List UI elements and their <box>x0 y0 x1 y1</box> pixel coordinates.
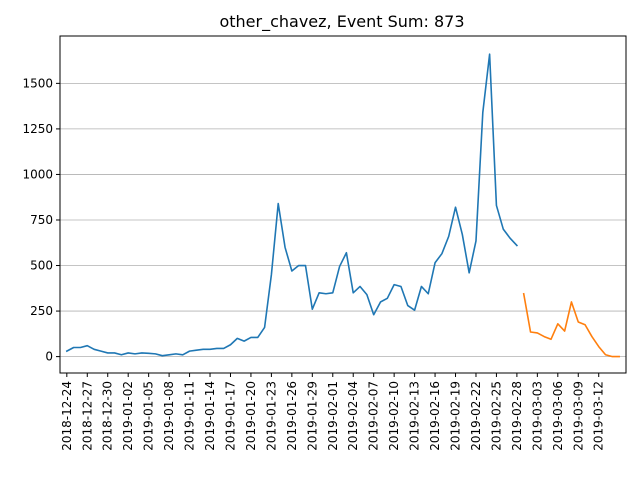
y-tick-label: 500 <box>30 259 53 273</box>
x-tick-label: 2019-02-16 <box>428 381 442 451</box>
x-tick-label: 2019-01-05 <box>142 381 156 451</box>
x-tick-label: 2019-02-07 <box>367 381 381 451</box>
x-tick-label: 2019-01-11 <box>183 381 197 451</box>
x-tick-label: 2019-01-08 <box>162 381 176 451</box>
x-tick-label: 2019-02-28 <box>510 381 524 451</box>
x-tick-label: 2019-01-14 <box>203 381 217 451</box>
series-line-1 <box>65 53 519 357</box>
y-tick-label: 1000 <box>22 167 53 181</box>
x-tick-label: 2019-02-10 <box>387 381 401 451</box>
x-tick-label: 2019-02-04 <box>346 381 360 451</box>
x-tick-label: 2019-02-19 <box>449 381 463 451</box>
x-tick-label: 2019-03-03 <box>530 381 544 451</box>
series-group <box>65 53 620 358</box>
x-tick-label: 2019-03-12 <box>592 381 606 451</box>
y-tick-label: 250 <box>30 304 53 318</box>
x-tick-label: 2018-12-30 <box>101 381 115 451</box>
x-tick-label: 2019-03-06 <box>551 381 565 451</box>
x-tick-label: 2019-02-25 <box>489 381 503 451</box>
y-axis-ticks: 0 250 500 750 1000 1250 1500 <box>22 76 60 364</box>
plot-frame <box>59 35 627 374</box>
grid-lines <box>60 82 626 358</box>
series-line-2 <box>522 292 620 358</box>
x-tick-label: 2019-02-13 <box>408 381 422 451</box>
x-tick-label: 2019-03-09 <box>571 381 585 451</box>
y-tick-label: 750 <box>30 213 53 227</box>
x-tick-label: 2019-02-01 <box>326 381 340 451</box>
x-axis-ticks: 2018-12-24 2018-12-27 2018-12-30 2019-01-02… <box>60 373 606 451</box>
y-tick-label: 1500 <box>22 76 53 90</box>
x-tick-label: 2018-12-24 <box>60 381 74 451</box>
axes <box>59 35 627 374</box>
x-tick-label: 2019-01-26 <box>285 381 299 451</box>
x-tick-label: 2018-12-27 <box>80 381 94 451</box>
x-tick-label: 2019-01-17 <box>223 381 237 451</box>
x-tick-label: 2019-01-29 <box>305 381 319 451</box>
y-tick-label: 1250 <box>22 122 53 136</box>
y-tick-label: 0 <box>45 350 53 364</box>
x-tick-label: 2019-01-02 <box>121 381 135 451</box>
chart-title: other_chavez, Event Sum: 873 <box>219 12 464 32</box>
x-tick-label: 2019-02-22 <box>469 381 483 451</box>
x-tick-label: 2019-01-23 <box>264 381 278 451</box>
x-tick-label: 2019-01-20 <box>244 381 258 451</box>
